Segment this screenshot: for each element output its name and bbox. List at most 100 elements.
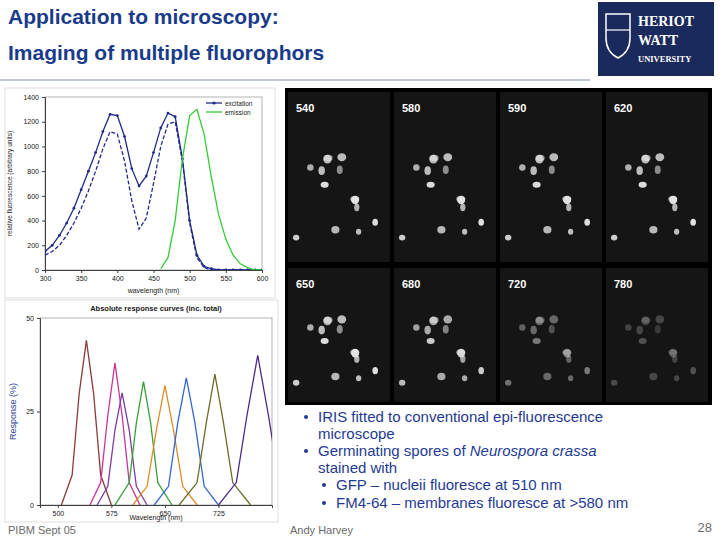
spore <box>672 203 677 211</box>
image-cell: 720 <box>500 268 602 402</box>
plot-frame <box>45 97 262 270</box>
bullet-list: IRIS fitted to conventional epi-fluoresc… <box>304 408 628 511</box>
image-cell-background <box>500 268 602 402</box>
plot-area <box>61 340 272 505</box>
image-label: 580 <box>402 102 420 114</box>
spore <box>530 166 536 175</box>
spore <box>351 196 359 205</box>
image-label: 720 <box>508 278 526 290</box>
image-cell-background <box>394 268 496 402</box>
slide: Application to microscopy:Imaging of mul… <box>0 0 720 540</box>
series-marker <box>130 167 133 170</box>
series-marker <box>101 130 104 133</box>
tick-mark <box>42 270 45 271</box>
spore <box>293 235 299 241</box>
tick: 500 <box>184 270 196 282</box>
image-label: 650 <box>296 278 314 290</box>
image-label: 620 <box>614 102 632 114</box>
tick-label: 500 <box>53 510 65 517</box>
tick-label: 300 <box>40 275 52 282</box>
spore <box>669 196 677 205</box>
tick-mark <box>218 505 219 508</box>
spore <box>636 326 642 335</box>
tick-mark <box>42 171 45 172</box>
spore <box>307 324 313 330</box>
chart-background <box>5 88 275 298</box>
spore <box>443 315 452 323</box>
spore <box>356 229 361 235</box>
spore <box>399 380 405 386</box>
legend-swatch <box>206 111 222 112</box>
y-axis: 0200400600800100012001400 <box>23 94 45 274</box>
tick-mark <box>226 270 227 273</box>
series-line <box>179 374 250 505</box>
spore <box>323 155 331 164</box>
chart: 50057565072502550Absolute response curve… <box>5 300 297 522</box>
spore <box>399 235 405 241</box>
bullet-text: Neurospora crassa <box>470 442 597 459</box>
tick-mark <box>117 270 118 273</box>
series-marker <box>123 135 126 138</box>
logo-crest-bar <box>606 29 630 30</box>
bullet-line: GFP – nucleii fluoresce at 510 nm <box>336 476 562 493</box>
series-line <box>115 382 172 505</box>
bullet-text: FM4-64 – membranes fluoresce at >580 nm <box>336 494 628 511</box>
legend-label: emission <box>225 109 251 116</box>
bullet-line: stained with <box>318 459 397 476</box>
tick: 575 <box>106 505 118 517</box>
spore <box>535 155 543 164</box>
spore <box>549 165 555 174</box>
tick-label: 350 <box>76 275 88 282</box>
footer-center: Andy Harvey <box>290 524 353 536</box>
spore <box>307 164 313 170</box>
image-cell: 650 <box>288 268 390 402</box>
spore <box>543 226 551 234</box>
tick-label: 400 <box>112 275 124 282</box>
legend: excitationemission <box>206 100 253 116</box>
spore <box>549 315 558 323</box>
spore <box>655 165 661 174</box>
spore <box>457 196 465 205</box>
image-cell-background <box>288 92 390 262</box>
spore <box>462 229 467 235</box>
series-marker <box>109 113 112 116</box>
series-marker <box>58 234 61 237</box>
spore <box>611 235 617 241</box>
series-marker <box>45 250 46 253</box>
bullet-text: GFP – nucleii fluoresce at 510 nm <box>336 476 562 493</box>
spore <box>437 226 445 234</box>
spore <box>639 182 647 188</box>
spore <box>563 196 571 205</box>
tick-mark <box>165 505 166 508</box>
y-axis-title: Response (%) <box>8 383 18 440</box>
bullet-line: IRIS fitted to conventional epi-fluoresc… <box>318 408 603 425</box>
spore <box>337 315 346 323</box>
tick-label: 400 <box>27 217 39 224</box>
y-axis: 02550 <box>26 315 40 509</box>
spore <box>625 324 631 330</box>
spore <box>690 219 696 226</box>
spore <box>584 367 590 374</box>
tick: 200 <box>27 242 45 249</box>
image-panel-background <box>285 88 712 405</box>
spore <box>429 155 437 164</box>
tick-label: 200 <box>27 242 39 249</box>
image-cell: 680 <box>394 268 496 402</box>
tick-label: 600 <box>257 275 269 282</box>
spore <box>533 338 541 344</box>
spore <box>356 375 361 381</box>
spore <box>519 324 525 330</box>
series-line <box>61 340 111 505</box>
tick-mark <box>42 196 45 197</box>
spore <box>413 324 419 330</box>
tick: 725 <box>213 505 225 517</box>
series-marker <box>65 222 68 225</box>
spore <box>549 325 555 334</box>
spore <box>641 317 649 326</box>
spore <box>478 219 484 226</box>
spore <box>690 367 696 374</box>
spore <box>530 326 536 335</box>
spore <box>321 182 329 188</box>
bullet-text: IRIS fitted to conventional epi-fluoresc… <box>318 408 603 425</box>
spore <box>674 229 679 235</box>
